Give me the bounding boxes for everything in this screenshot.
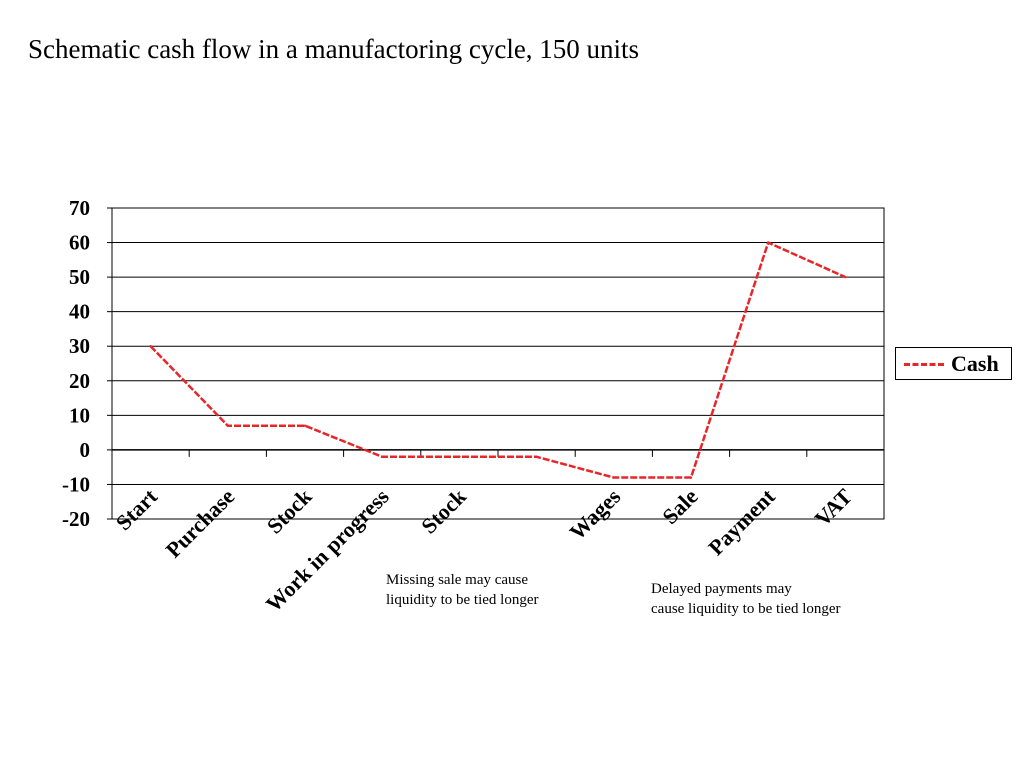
x-tick-label: Payment [703,483,780,560]
data-point [381,455,384,458]
x-tick-label: Stock [262,483,317,538]
data-point [149,345,152,348]
legend-swatch-cash [904,363,944,366]
y-tick-label: 30 [69,334,90,358]
data-point [844,275,847,279]
y-tick-label: -20 [62,507,90,531]
y-tick-label: 50 [69,265,90,289]
annotation-missing-sale: Missing sale may cause liquidity to be t… [386,572,539,608]
data-point [458,455,461,458]
annotation-delayed-payments: Delayed payments may cause liquidity to … [651,581,841,617]
x-tick-label: Start [111,483,163,535]
x-tick-label: Sale [657,484,703,530]
series-line-cash [149,241,846,479]
x-tick-label: Stock [416,483,471,538]
data-point [689,476,693,479]
data-point [535,455,538,458]
plot-area [111,207,885,520]
y-tick-label: 20 [69,369,90,393]
legend: Cash [895,347,1012,380]
data-point [767,241,770,244]
y-tick-label: 70 [69,196,90,220]
y-tick-label: 40 [69,300,90,324]
y-tick-label: -10 [62,472,90,496]
y-tick-label: 0 [80,438,91,462]
y-tick-label: 10 [69,403,90,427]
y-tick-label: 60 [69,231,90,255]
chart-title: Schematic cash flow in a manufactoring c… [28,34,640,64]
legend-label-cash: Cash [951,351,999,376]
x-tick-label: Purchase [161,484,240,563]
data-point [612,476,615,479]
x-tick-label: VAT [810,484,858,532]
data-point [226,424,229,427]
data-point [303,424,307,427]
x-tick-label: Wages [564,483,625,544]
